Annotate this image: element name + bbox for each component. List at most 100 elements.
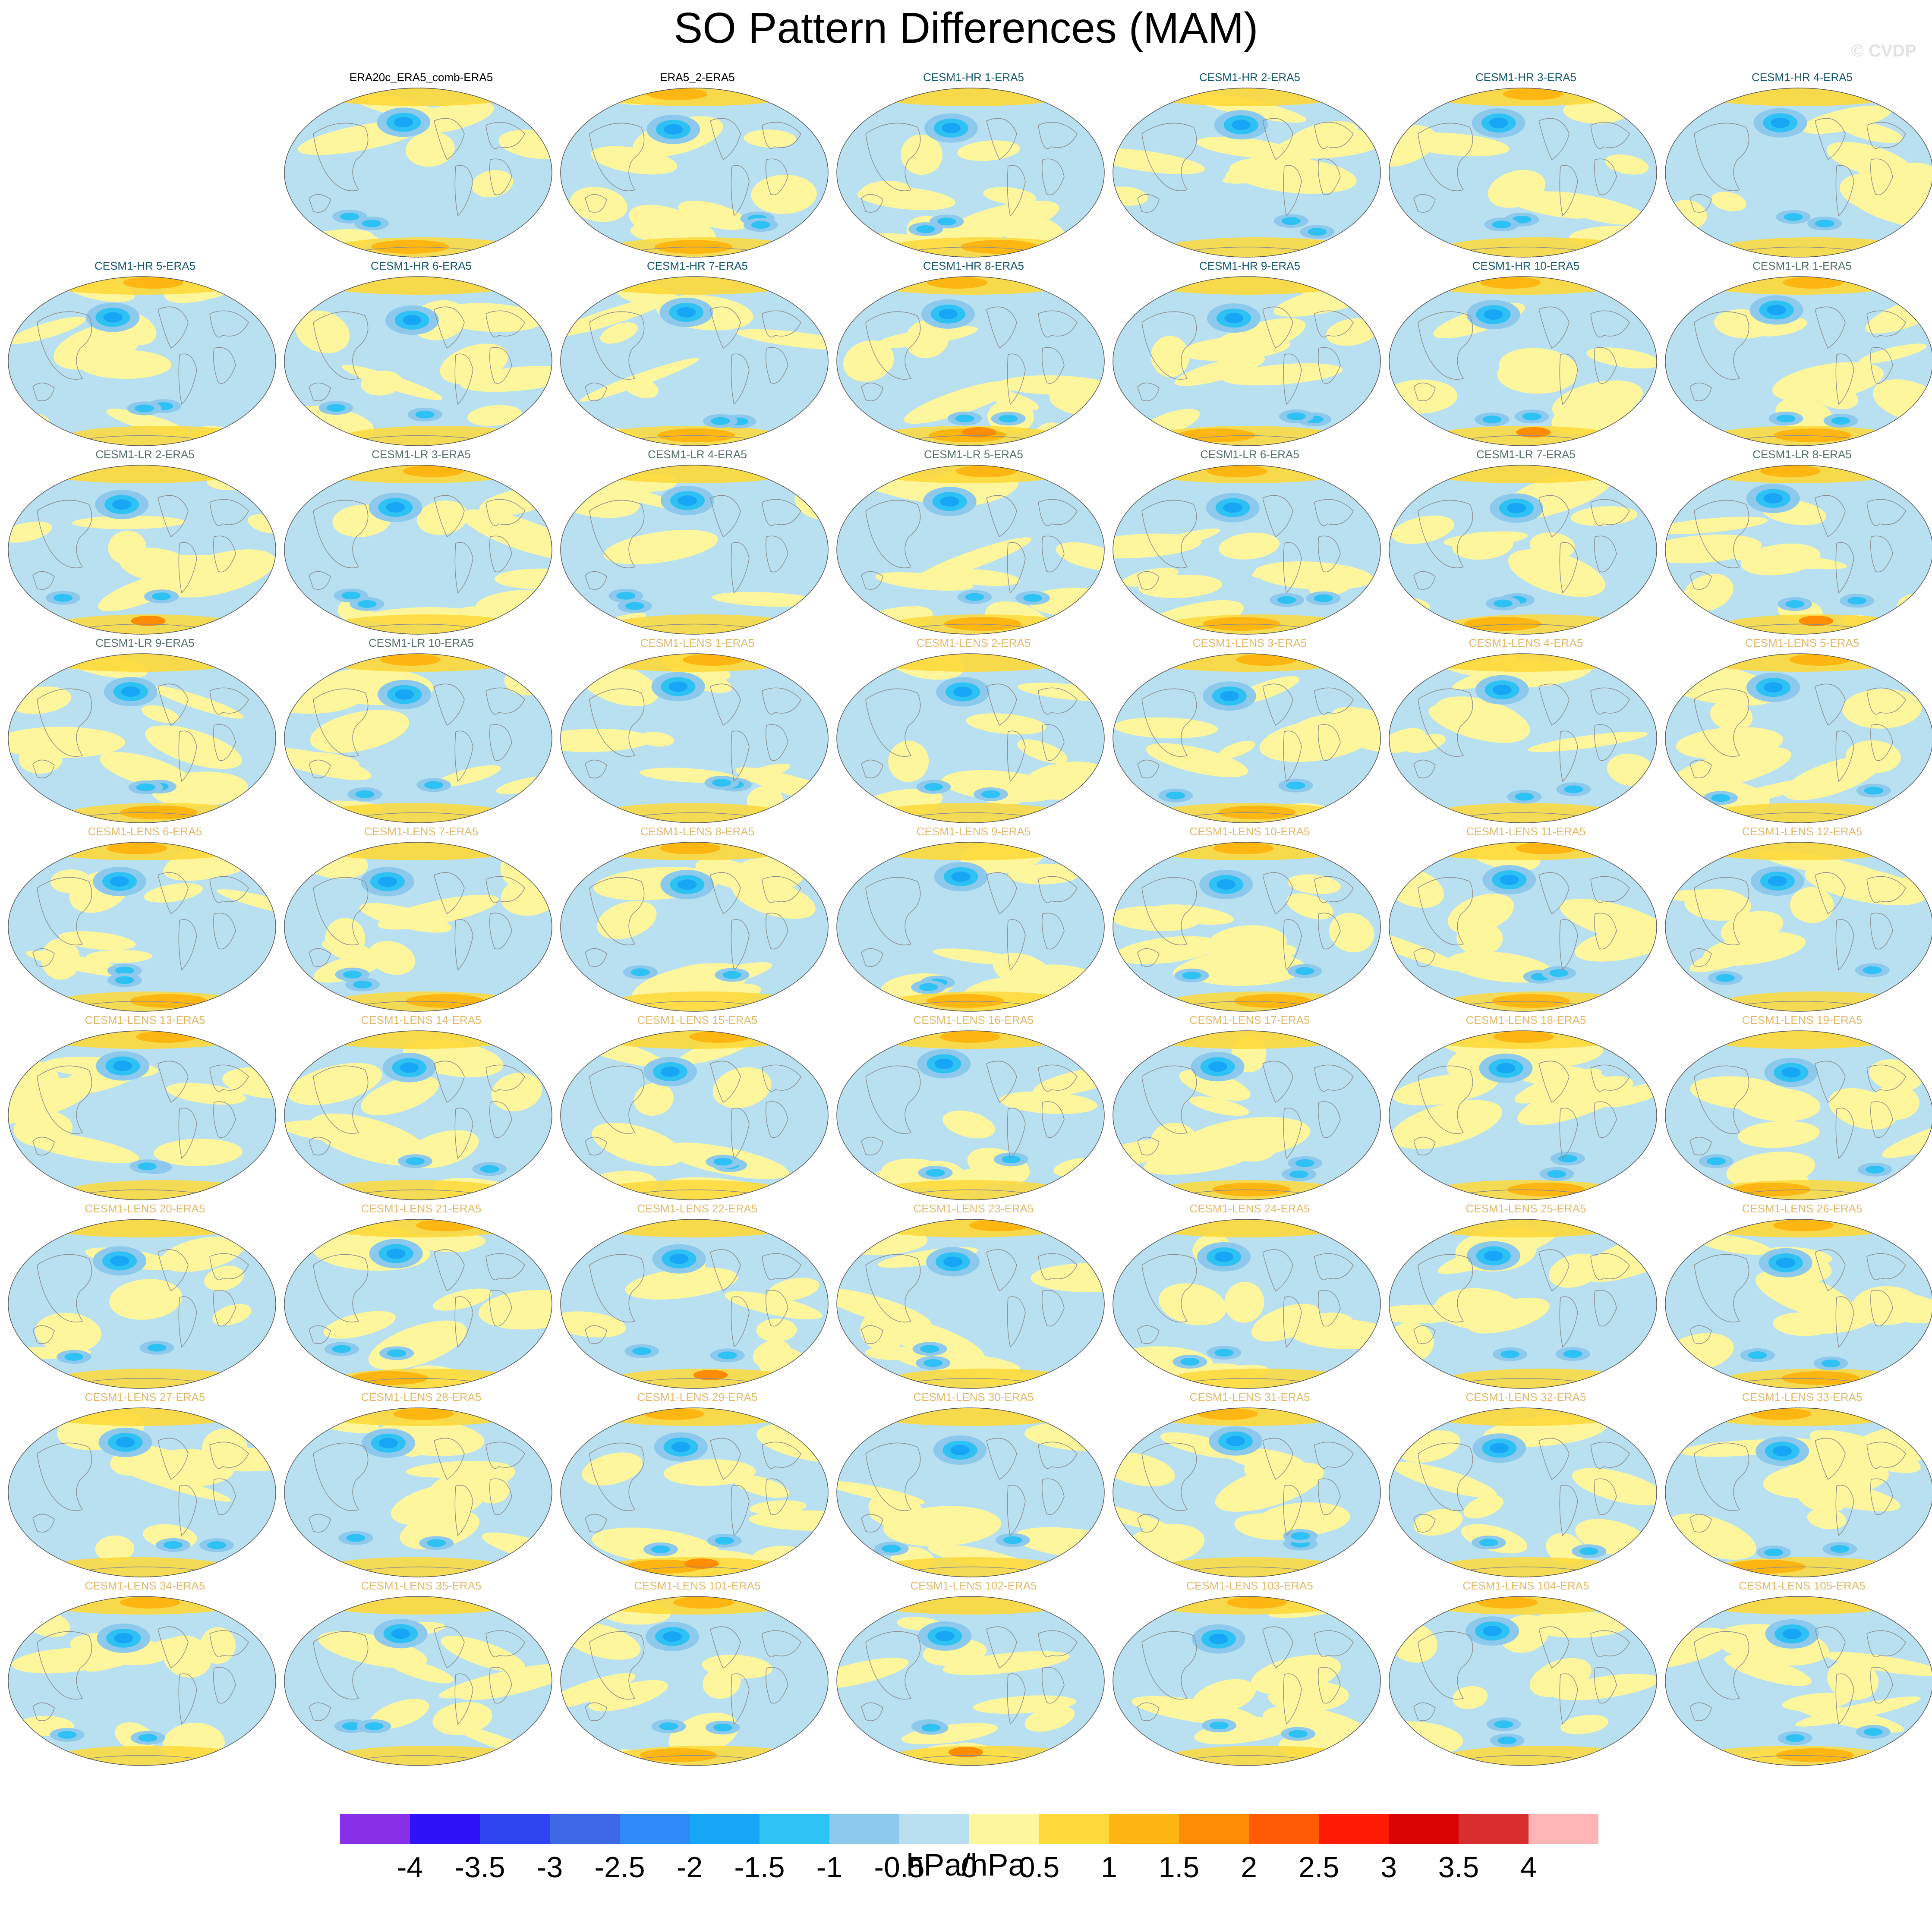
globe-map	[284, 1596, 552, 1766]
map-panel: CESM1-LENS 1-ERA5	[559, 636, 835, 825]
figure-title: SO Pattern Differences (MAM)	[674, 4, 1258, 52]
globe-map	[1113, 276, 1381, 446]
map-panel: CESM1-LENS 23-ERA5	[835, 1202, 1112, 1391]
globe-map	[1389, 1030, 1657, 1200]
colorbar-tick-label: 2.5	[1298, 1851, 1339, 1884]
panel-label: CESM1-LENS 25-ERA5	[1466, 1202, 1586, 1215]
panel-label: CESM1-LENS 18-ERA5	[1466, 1014, 1586, 1026]
globe-map	[1113, 653, 1381, 823]
map-panel: CESM1-HR 10-ERA5	[1388, 259, 1664, 448]
panel-label: CESM1-LR 4-ERA5	[648, 448, 747, 461]
globe-map	[560, 842, 829, 1012]
colorbar-tick-label: -4	[397, 1851, 423, 1884]
colorbar-tick-label: -2	[676, 1851, 703, 1884]
globe-map	[560, 653, 829, 823]
panel-label: CESM1-HR 4-ERA5	[1751, 71, 1853, 84]
panel-label: CESM1-LENS 9-ERA5	[916, 825, 1031, 838]
map-panel: CESM1-LENS 4-ERA5	[1388, 636, 1664, 825]
colorbar-swatch	[1179, 1814, 1249, 1844]
globe-map	[560, 465, 829, 635]
map-panel: CESM1-HR 1-ERA5	[835, 71, 1112, 259]
panel-label: CESM1-HR 8-ERA5	[923, 259, 1024, 272]
panel-label: CESM1-LENS 23-ERA5	[913, 1202, 1034, 1215]
colorbar-swatch	[690, 1814, 760, 1844]
panel-label: CESM1-LENS 11-ERA5	[1466, 825, 1586, 838]
panel-label: CESM1-LENS 17-ERA5	[1189, 1014, 1310, 1026]
globe-map	[284, 1030, 552, 1200]
panel-label: CESM1-LR 6-ERA5	[1200, 448, 1299, 461]
colorbar-swatch	[969, 1814, 1039, 1844]
map-panel: CESM1-LENS 15-ERA5	[559, 1014, 835, 1202]
colorbar-swatch	[1529, 1814, 1598, 1844]
globe-map	[1665, 1596, 1932, 1766]
panel-label: CESM1-LENS 7-ERA5	[364, 825, 479, 838]
panel-label: CESM1-LENS 15-ERA5	[637, 1014, 758, 1026]
panel-label: CESM1-LR 7-ERA5	[1476, 448, 1576, 461]
panel-label: CESM1-LENS 21-ERA5	[361, 1202, 482, 1215]
globe-map	[560, 1030, 829, 1200]
map-panel: CESM1-LENS 22-ERA5	[559, 1202, 835, 1391]
globe-map	[284, 653, 552, 823]
globe-map	[8, 1407, 276, 1577]
panel-label: CESM1-LENS 101-ERA5	[634, 1579, 761, 1592]
map-panel: CESM1-LENS 29-ERA5	[559, 1391, 835, 1579]
map-panel: CESM1-LENS 35-ERA5	[283, 1579, 559, 1768]
panel-label: CESM1-LENS 1-ERA5	[640, 636, 755, 649]
globe-map	[8, 653, 276, 823]
globe-map	[560, 1219, 829, 1389]
globe-map	[284, 842, 552, 1012]
globe-map	[836, 653, 1105, 823]
colorbar-swatch	[1039, 1814, 1109, 1844]
panel-label: CESM1-LENS 19-ERA5	[1742, 1014, 1863, 1026]
globe-map	[8, 842, 276, 1012]
globe-map	[284, 1407, 552, 1577]
map-panel: CESM1-LENS 103-ERA5	[1112, 1579, 1388, 1768]
globe-map	[1113, 842, 1381, 1012]
globe-map	[8, 1030, 276, 1200]
map-panel: CESM1-LR 1-ERA5	[1664, 259, 1932, 448]
map-panel: CESM1-HR 4-ERA5	[1664, 71, 1932, 259]
colorbar-tick-label: 0	[961, 1851, 977, 1884]
colorbar-tick-label: -0.5	[874, 1851, 925, 1884]
panel-label: CESM1-LENS 22-ERA5	[637, 1202, 758, 1215]
map-panel: CESM1-LENS 33-ERA5	[1664, 1391, 1932, 1579]
globe-map	[1665, 276, 1932, 446]
globe-map	[1113, 1219, 1381, 1389]
map-panel: CESM1-LENS 21-ERA5	[283, 1202, 559, 1391]
globe-map	[1113, 1030, 1381, 1200]
globe-map	[1389, 1407, 1657, 1577]
colorbar-swatch	[480, 1814, 550, 1844]
map-panel: CESM1-LENS 20-ERA5	[7, 1202, 283, 1391]
panel-label: CESM1-LENS 29-ERA5	[637, 1391, 758, 1404]
globe-map	[836, 1407, 1105, 1577]
map-panel: CESM1-LENS 28-ERA5	[283, 1391, 559, 1579]
map-panel: CESM1-LENS 13-ERA5	[7, 1014, 283, 1202]
colorbar-tick-label: 0.5	[1018, 1851, 1060, 1884]
map-panel: CESM1-HR 6-ERA5	[283, 259, 559, 448]
map-panel: ERA20c_ERA5_comb-ERA5	[283, 71, 559, 259]
map-panel: CESM1-LENS 11-ERA5	[1388, 825, 1664, 1014]
globe-map	[1665, 1407, 1932, 1577]
map-panel: CESM1-LENS 5-ERA5	[1664, 636, 1932, 825]
map-panel: CESM1-LENS 25-ERA5	[1388, 1202, 1664, 1391]
panel-label: CESM1-LR 9-ERA5	[95, 636, 195, 649]
map-panel: CESM1-HR 8-ERA5	[835, 259, 1112, 448]
map-panel: CESM1-LENS 16-ERA5	[835, 1014, 1112, 1202]
globe-map	[1665, 842, 1932, 1012]
panel-label: CESM1-LENS 6-ERA5	[88, 825, 202, 838]
map-panel: CESM1-LENS 102-ERA5	[835, 1579, 1112, 1768]
panel-label: CESM1-LENS 104-ERA5	[1462, 1579, 1589, 1592]
globe-map	[8, 465, 276, 635]
panel-label: CESM1-HR 9-ERA5	[1199, 259, 1301, 272]
map-panel: CESM1-LR 6-ERA5	[1112, 448, 1388, 636]
map-panel: CESM1-LENS 27-ERA5	[7, 1391, 283, 1579]
globe-map	[1389, 842, 1657, 1012]
map-panel: CESM1-LR 4-ERA5	[559, 448, 835, 636]
globe-map	[1665, 653, 1932, 823]
panel-label: CESM1-LENS 31-ERA5	[1189, 1391, 1310, 1404]
panel-label: CESM1-HR 3-ERA5	[1475, 71, 1577, 84]
map-panel: CESM1-HR 3-ERA5	[1388, 71, 1664, 259]
colorbar-swatch	[620, 1814, 690, 1844]
globe-map	[1665, 465, 1932, 635]
